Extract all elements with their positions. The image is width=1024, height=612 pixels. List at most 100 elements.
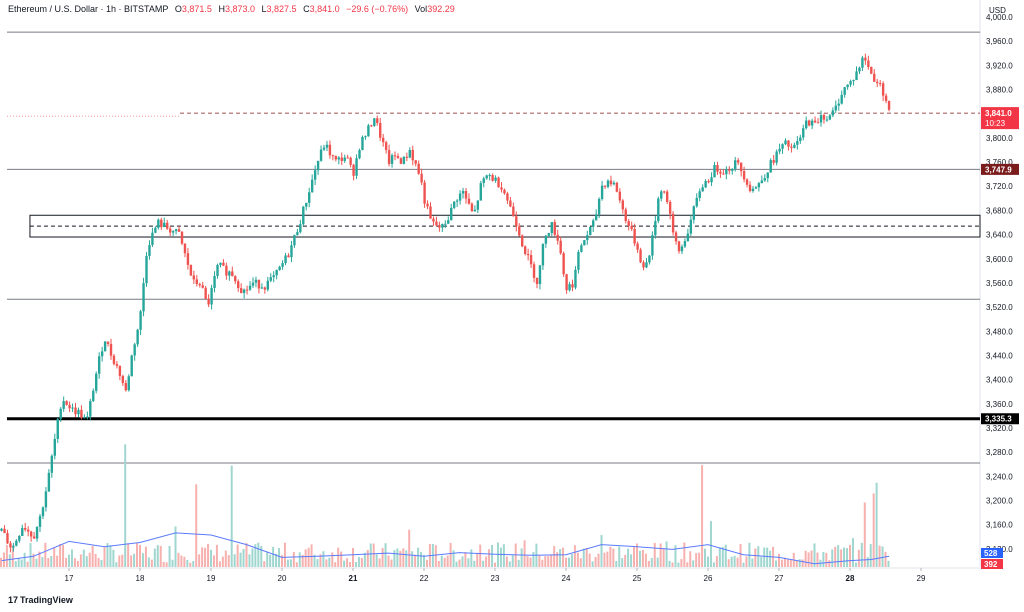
volume-bar (79, 554, 82, 567)
volume-tag: 528 (984, 549, 998, 558)
symbol-name[interactable]: Ethereum / U.S. Dollar · 1h · BITSTAMP (8, 4, 169, 14)
volume-bar (363, 552, 366, 567)
candle-body (600, 185, 604, 200)
y-tick-label: 3,200.0 (986, 497, 1013, 506)
volume-bar (325, 559, 328, 567)
volume-bar (600, 535, 603, 567)
volume-bar (789, 559, 792, 567)
volume-bar (449, 542, 452, 567)
candle-body (887, 100, 891, 110)
candle-body (112, 355, 116, 364)
candle-body (878, 83, 882, 85)
candle-body (189, 264, 193, 276)
y-tick-label: 3,920.0 (986, 61, 1013, 70)
x-tick-label: 24 (562, 574, 571, 583)
volume-bar (585, 547, 588, 567)
candle-body (627, 221, 630, 226)
volume-label: Vol (414, 4, 428, 14)
volume-bar (26, 561, 29, 567)
candle-body (828, 115, 832, 120)
volume-bar (354, 562, 357, 567)
candle-body (432, 218, 435, 222)
candle-body (645, 262, 648, 268)
candle-body (228, 271, 231, 276)
candle-body (408, 149, 411, 158)
candle-body (92, 390, 95, 402)
candle-body (509, 200, 512, 207)
volume-bar (505, 556, 508, 567)
volume-bar (609, 546, 612, 567)
open-value: 3,871.5 (181, 4, 212, 14)
candle-body (47, 472, 51, 492)
volume-bar (567, 557, 570, 567)
volume-bar (224, 550, 227, 567)
candle-body (71, 407, 74, 409)
candle-body (278, 266, 281, 271)
volume-bar (11, 546, 14, 567)
candle-body (846, 84, 849, 88)
candle-body (816, 122, 820, 124)
candle-body (3, 528, 6, 534)
volume-bar (775, 560, 778, 567)
volume-bar (239, 552, 242, 567)
candle-body (716, 165, 719, 172)
volume-bar (875, 482, 878, 567)
candle-body (458, 193, 462, 201)
candle-body (305, 202, 308, 207)
candle-body (665, 191, 669, 202)
candle-body (574, 269, 577, 288)
candle-body (237, 281, 240, 289)
candle-body (497, 177, 500, 188)
volume-bar (538, 555, 541, 567)
volume-bar (712, 562, 715, 567)
volume-bar (414, 554, 417, 567)
candle-body (506, 193, 509, 201)
volume-bar (8, 554, 11, 567)
volume-bar (147, 557, 150, 567)
y-tick-label: 3,760.0 (986, 158, 1013, 167)
volume-bar (443, 557, 446, 567)
candle-body (455, 200, 459, 202)
candle-body (109, 343, 113, 356)
volume-bar (476, 552, 479, 567)
candle-body (674, 232, 678, 242)
volume-bar (633, 546, 636, 567)
volume-bar (582, 548, 585, 567)
x-tick-label: 20 (278, 574, 287, 583)
volume-bar (766, 547, 769, 567)
candle-body (763, 178, 766, 181)
candle-body (358, 150, 361, 159)
volume-bar (118, 555, 121, 567)
volume-bar (292, 552, 295, 567)
volume-bar (668, 560, 671, 567)
candle-body (86, 416, 89, 418)
volume-bar (153, 548, 156, 567)
candle-body (500, 187, 503, 190)
candle-body (748, 184, 752, 192)
candle-body (518, 226, 521, 236)
candle-body (151, 232, 154, 246)
candle-body (260, 287, 264, 289)
volume-bar (322, 551, 325, 567)
volume-bar (473, 560, 476, 567)
volume-bar (446, 555, 449, 567)
candle-body (77, 409, 80, 415)
volume-bar (76, 560, 79, 567)
volume-bar (650, 557, 653, 567)
volume-bar (452, 550, 455, 567)
volume-bar (425, 559, 428, 567)
volume-bar (695, 553, 698, 567)
candle-body (257, 279, 261, 289)
volume-bar (283, 542, 286, 567)
candle-body (781, 144, 784, 149)
volume-bar (251, 548, 254, 567)
candle-body (26, 529, 30, 532)
volume-bar (316, 559, 319, 567)
candle-body (876, 81, 879, 84)
tradingview-logo[interactable]: 17 TradingView (8, 595, 73, 605)
volume-bar (541, 559, 544, 567)
candle-body (521, 235, 524, 247)
volume-bar (82, 549, 85, 567)
volume-bar (14, 561, 17, 567)
